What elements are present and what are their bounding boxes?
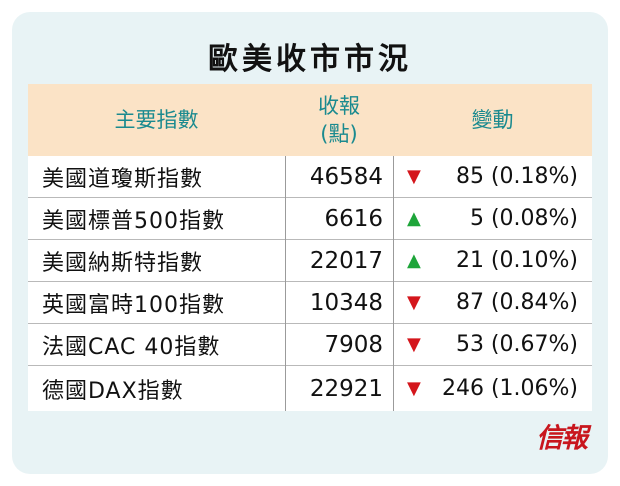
change-value: 53 (0.67%) (448, 332, 578, 357)
close-value: 7908 (324, 331, 383, 358)
down-arrow-icon: ▼ (407, 166, 421, 187)
index-name: 美國標普500指數 (42, 208, 225, 234)
table-title: 歐美收市市況 (208, 42, 412, 77)
up-arrow-icon: ▲ (407, 250, 421, 271)
change-cell: ▲ 5 (0.08%) (393, 206, 592, 231)
change-value: 21 (0.10%) (448, 248, 578, 273)
close-value: 22921 (309, 375, 383, 402)
table-row: 美國標普500指數 6616 ▲ 5 (0.08%) (28, 198, 592, 240)
index-name: 美國納斯特指數 (42, 250, 204, 276)
index-name: 德國DAX指數 (42, 378, 184, 404)
change-cell: ▼ 85 (0.18%) (393, 164, 592, 189)
table-row: 法國CAC 40指數 7908 ▼ 53 (0.67%) (28, 324, 592, 366)
down-arrow-icon: ▼ (407, 334, 421, 355)
index-name: 英國富時100指數 (42, 292, 225, 318)
header-close: 收報 (點) (285, 84, 393, 156)
change-value: 5 (0.08%) (455, 206, 578, 231)
table-row: 美國納斯特指數 22017 ▲ 21 (0.10%) (28, 240, 592, 282)
change-value: 87 (0.84%) (448, 290, 578, 315)
down-arrow-icon: ▼ (407, 378, 421, 399)
header-close-line2: (點) (320, 122, 358, 146)
header-index: 主要指數 (114, 108, 199, 132)
index-name: 美國道瓊斯指數 (42, 166, 204, 192)
close-value: 10348 (309, 289, 383, 316)
table-footer (28, 411, 592, 449)
hkej-logo: 信報 (536, 423, 588, 454)
index-name: 法國CAC 40指數 (42, 334, 221, 360)
change-value: 246 (1.06%) (441, 376, 578, 401)
table-row: 英國富時100指數 10348 ▼ 87 (0.84%) (28, 282, 592, 324)
table-row: 美國道瓊斯指數 46584 ▼ 85 (0.18%) (28, 156, 592, 198)
close-value: 22017 (309, 247, 383, 274)
change-cell: ▼ 53 (0.67%) (393, 332, 592, 357)
change-value: 85 (0.18%) (448, 164, 578, 189)
down-arrow-icon: ▼ (407, 292, 421, 313)
change-cell: ▼ 87 (0.84%) (393, 290, 592, 315)
table-header: 主要指數 收報 (點) 變動 (28, 84, 592, 156)
column-divider (285, 156, 286, 411)
close-value: 6616 (324, 205, 383, 232)
up-arrow-icon: ▲ (407, 208, 421, 229)
header-close-line1: 收報 (318, 94, 360, 118)
column-divider (393, 156, 394, 411)
table-row: 德國DAX指數 22921 ▼ 246 (1.06%) (28, 366, 592, 411)
change-cell: ▲ 21 (0.10%) (393, 248, 592, 273)
close-value: 46584 (309, 163, 383, 190)
header-change: 變動 (471, 108, 514, 132)
change-cell: ▼ 246 (1.06%) (393, 376, 592, 401)
table-body: 美國道瓊斯指數 46584 ▼ 85 (0.18%) 美國標普500指數 661… (28, 156, 592, 411)
